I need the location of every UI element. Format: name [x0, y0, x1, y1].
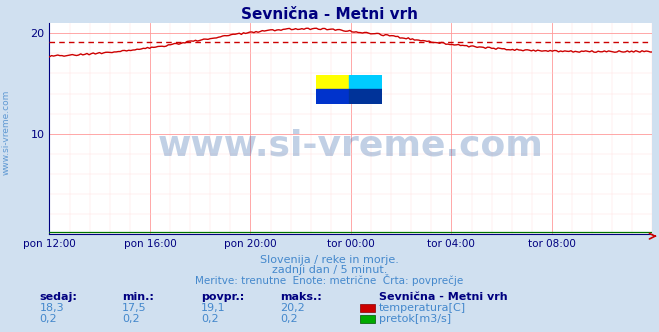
Text: 0,2: 0,2	[40, 314, 57, 324]
Text: sedaj:: sedaj:	[40, 292, 77, 302]
Text: Sevnična - Metni vrh: Sevnična - Metni vrh	[379, 292, 507, 302]
Text: www.si-vreme.com: www.si-vreme.com	[2, 90, 11, 176]
Text: 19,1: 19,1	[201, 303, 225, 313]
Text: povpr.:: povpr.:	[201, 292, 244, 302]
Text: min.:: min.:	[122, 292, 154, 302]
Text: 18,3: 18,3	[40, 303, 64, 313]
Text: temperatura[C]: temperatura[C]	[379, 303, 466, 313]
Text: 17,5: 17,5	[122, 303, 146, 313]
Text: Meritve: trenutne  Enote: metrične  Črta: povprečje: Meritve: trenutne Enote: metrične Črta: …	[195, 274, 464, 286]
Text: 20,2: 20,2	[280, 303, 305, 313]
Text: 0,2: 0,2	[280, 314, 298, 324]
Text: pretok[m3/s]: pretok[m3/s]	[379, 314, 451, 324]
Text: Sevnična - Metni vrh: Sevnična - Metni vrh	[241, 7, 418, 23]
Text: maks.:: maks.:	[280, 292, 322, 302]
Text: 0,2: 0,2	[122, 314, 140, 324]
Text: www.si-vreme.com: www.si-vreme.com	[158, 128, 544, 163]
Text: Slovenija / reke in morje.: Slovenija / reke in morje.	[260, 255, 399, 265]
Text: 0,2: 0,2	[201, 314, 219, 324]
Text: zadnji dan / 5 minut.: zadnji dan / 5 minut.	[272, 265, 387, 275]
